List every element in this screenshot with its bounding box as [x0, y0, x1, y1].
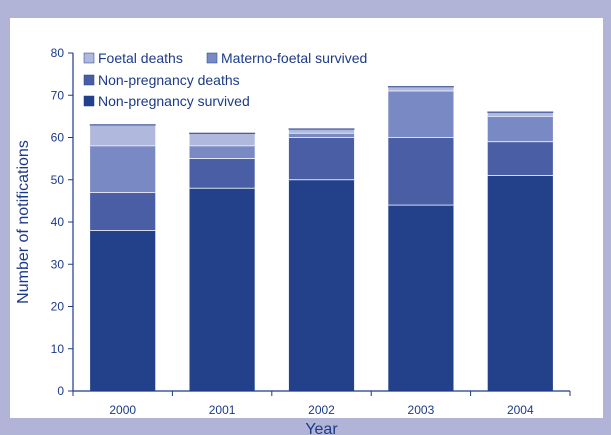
x-tick-label: 2003 [408, 403, 435, 417]
bar-segment [387, 86, 455, 92]
y-tick-label: 10 [51, 342, 65, 356]
bar-segment [288, 128, 355, 134]
bar-segment [288, 137, 355, 181]
x-axis-title: Year [305, 421, 338, 435]
bar-segment [89, 192, 157, 231]
y-axis-ticks: 0 10 20 30 40 50 60 70 80 [51, 46, 73, 398]
x-tick-label: 2001 [209, 403, 236, 417]
bar-segment [288, 179, 355, 392]
y-tick-label: 70 [51, 88, 65, 102]
legend-swatch [83, 52, 95, 64]
x-tick-label: 2000 [109, 403, 136, 417]
x-axis-ticks: 2000 2001 2002 2003 2004 [72, 391, 571, 417]
bar-segment [89, 145, 157, 193]
chart-legend: Foetal deaths Materno-foetal survived Non-… [83, 50, 367, 109]
bar-segment [486, 141, 554, 176]
legend-swatch [83, 74, 95, 86]
bars-layer [89, 86, 554, 392]
legend-label: Materno-foetal survived [221, 50, 367, 66]
bar-segment [188, 132, 256, 147]
bar-segment [188, 158, 256, 189]
x-tick-label: 2002 [308, 403, 335, 417]
y-axis-title: Number of notifications [15, 140, 32, 304]
legend-swatch [206, 52, 218, 64]
legend-label: Foetal deaths [98, 50, 183, 66]
bar-segment [89, 230, 157, 392]
bar-segment [188, 145, 256, 160]
bar-segment [89, 124, 157, 147]
legend-swatch [83, 95, 95, 107]
y-tick-label: 80 [51, 46, 65, 60]
bar-segment [486, 115, 554, 143]
x-tick-label: 2004 [507, 403, 534, 417]
bar-segment [288, 132, 355, 138]
y-tick-label: 60 [51, 131, 65, 145]
bar-segment [188, 187, 256, 392]
legend-label: Non-pregnancy survived [98, 93, 250, 109]
legend-label: Non-pregnancy deaths [98, 72, 240, 88]
bar-segment [486, 175, 554, 392]
y-tick-label: 0 [57, 384, 64, 398]
y-tick-label: 50 [51, 173, 65, 187]
y-tick-label: 20 [51, 300, 65, 314]
y-tick-label: 30 [51, 257, 65, 271]
bar-segment [486, 111, 554, 117]
bar-segment [387, 90, 455, 138]
bar-segment [387, 204, 455, 392]
bar-segment [387, 137, 455, 206]
y-tick-label: 40 [51, 215, 65, 229]
